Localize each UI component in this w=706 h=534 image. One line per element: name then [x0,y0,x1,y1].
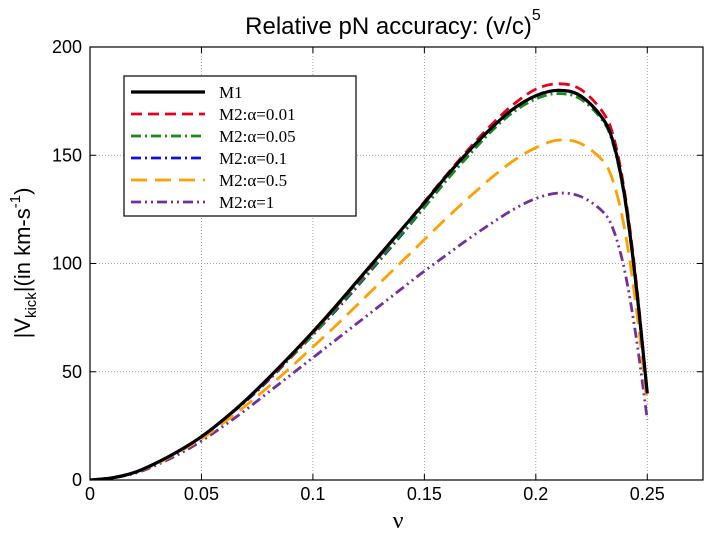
x-tick-label: 0.15 [407,484,442,504]
y-tick-label: 50 [62,362,82,382]
y-tick-label: 150 [52,145,82,165]
series-group [90,82,649,480]
x-tick-labels: 0 0.05 0.1 0.15 0.2 0.25 [85,484,665,504]
series-line-0 [90,88,649,480]
y-label-part1: |V [10,318,35,339]
chart-title-superscript: 5 [532,7,541,24]
series-line-5 [90,191,649,480]
x-tick-label: 0.25 [630,484,665,504]
y-tick-labels: 0 50 100 150 200 [52,37,82,490]
x-tick-label: 0.1 [300,484,325,504]
plot-frame [89,46,704,481]
y-label-part3: ) [10,188,35,195]
y-label-part2: |(in km-s [10,208,35,292]
y-axis-label: |Vkick|(in km-s-1) [7,188,40,339]
legend-label-4: M2:α=0.5 [219,171,287,190]
x-axis-label: ν [393,508,404,534]
legend-label-3: M2:α=0.1 [219,149,287,168]
x-tick-label: 0.05 [184,484,219,504]
chart-title: Relative pN accuracy: (v/c)5 [245,7,541,40]
y-label-sup: -1 [7,195,24,208]
x-tick-label: 0 [85,484,95,504]
legend-box [123,75,357,217]
y-tick-label: 100 [52,254,82,274]
legend-label-2: M2:α=0.05 [219,127,296,146]
legend: M1 M2:α=0.01 M2:α=0.05 M2:α=0.1 M2:α=0.5 M2:α… [123,75,357,217]
x-tick-label: 0.2 [523,484,548,504]
y-label-sub: kick [23,292,40,318]
y-tick-label: 0 [72,470,82,490]
chart-title-main: Relative pN accuracy: (v/c) [245,13,532,40]
series-line-2 [90,92,649,480]
legend-label-1: M2:α=0.01 [219,105,296,124]
y-tick-label: 200 [52,37,82,57]
legend-label-0: M1 [219,83,243,102]
legend-label-5: M2:α=1 [219,193,274,212]
